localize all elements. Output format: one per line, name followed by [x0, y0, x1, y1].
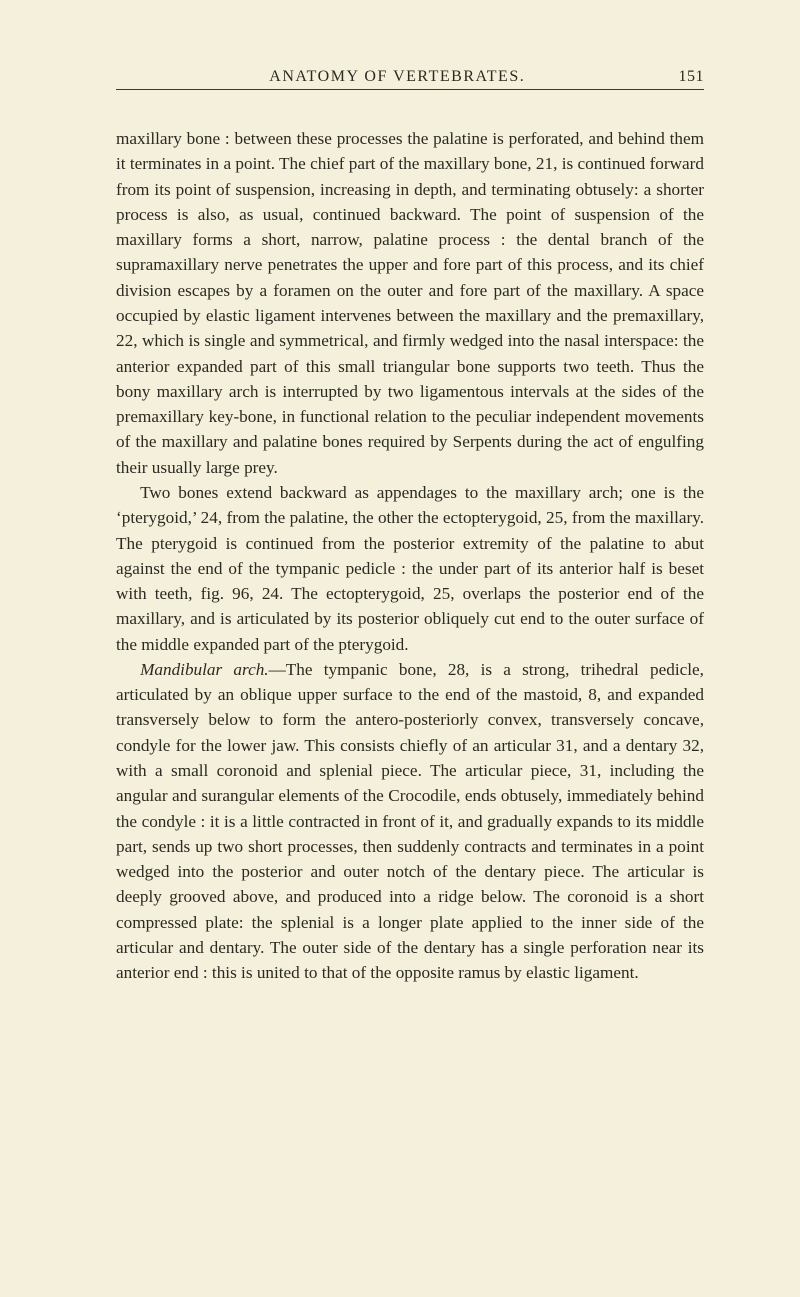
paragraph-3: Mandibular arch.—The tympanic bone, 28, …	[116, 657, 704, 986]
paragraph-3-lead: Mandibular arch.	[140, 660, 269, 679]
paragraph-3-rest: —The tympanic bone, 28, is a strong, tri…	[116, 660, 704, 982]
running-title: ANATOMY OF VERTEBRATES.	[116, 68, 679, 86]
paragraph-2: Two bones extend backward as appendages …	[116, 480, 704, 657]
page-header: ANATOMY OF VERTEBRATES. 151	[116, 68, 704, 90]
page-number: 151	[679, 68, 705, 86]
paragraph-1: maxillary bone : between these processes…	[116, 126, 704, 480]
body-text: maxillary bone : between these processes…	[116, 126, 704, 986]
